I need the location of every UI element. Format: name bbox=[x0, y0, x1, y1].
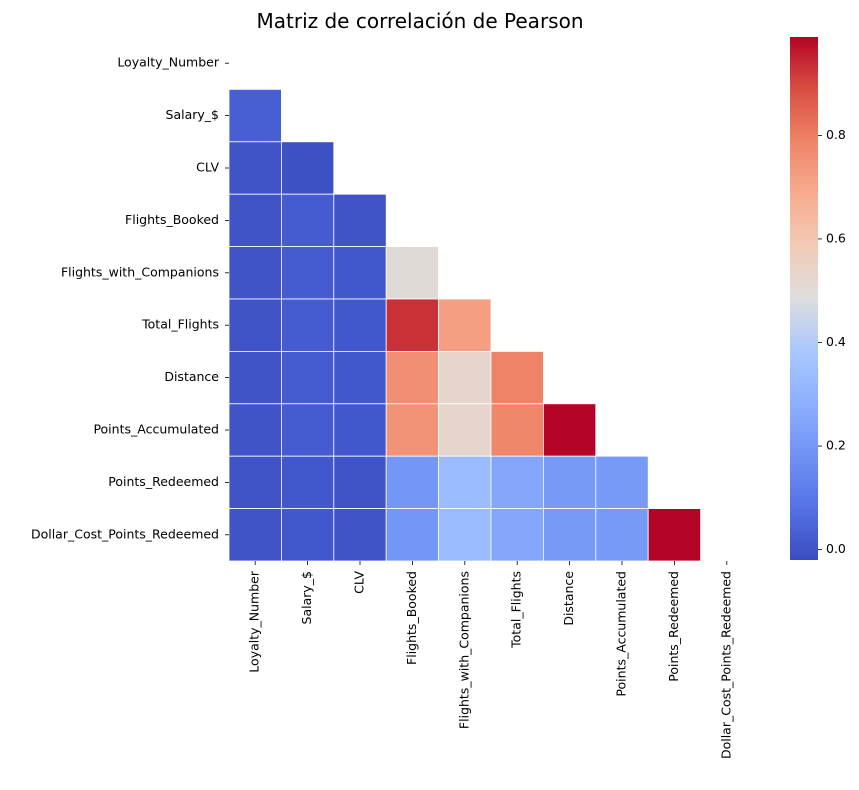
y-tick-label: CLV bbox=[196, 160, 219, 175]
y-tick-label: Flights_Booked bbox=[125, 212, 219, 227]
heatmap-cell-5-1 bbox=[280, 298, 335, 352]
heatmap-cell-9-6 bbox=[543, 508, 597, 562]
heatmap-cells bbox=[228, 89, 702, 562]
x-tick-label: Points_Accumulated bbox=[614, 571, 629, 697]
heatmap-cell-7-5 bbox=[490, 403, 544, 457]
colorbar-tick-label: 0.6 bbox=[826, 230, 846, 245]
x-tick-label: Distance bbox=[561, 571, 576, 626]
heatmap-cell-6-2 bbox=[333, 350, 387, 405]
y-tick-label: Salary_$ bbox=[166, 107, 219, 122]
y-tick-label: Points_Redeemed bbox=[108, 474, 219, 489]
heatmap-cell-8-4 bbox=[438, 455, 492, 510]
heatmap-cell-8-5 bbox=[490, 455, 544, 510]
y-tick-label: Total_Flights bbox=[141, 317, 219, 332]
heatmap-cell-7-1 bbox=[280, 403, 335, 457]
heatmap-cell-2-0 bbox=[228, 141, 282, 195]
y-tick-label: Distance bbox=[164, 369, 219, 384]
y-axis-ticks: Loyalty_Number Salary_$ CLV Flights_Booked F… bbox=[31, 55, 229, 541]
heatmap-cell-8-0 bbox=[228, 455, 282, 510]
heatmap-cell-9-1 bbox=[280, 508, 335, 562]
heatmap-cell-8-1 bbox=[280, 455, 335, 510]
heatmap-cell-1-0 bbox=[228, 89, 282, 143]
heatmap-cell-2-1 bbox=[280, 141, 335, 195]
heatmap-cell-7-6 bbox=[543, 403, 597, 457]
x-tick-label: Dollar_Cost_Points_Redeemed bbox=[718, 571, 733, 759]
heatmap-cell-6-1 bbox=[280, 350, 335, 405]
chart-title: Matriz de correlación de Pearson bbox=[257, 9, 584, 33]
y-tick-label: Dollar_Cost_Points_Redeemed bbox=[31, 526, 219, 541]
heatmap-cell-6-0 bbox=[228, 350, 282, 405]
heatmap-cell-9-7 bbox=[595, 508, 649, 562]
x-axis-ticks: Loyalty_Number Salary_$ CLV Flights_Booked F… bbox=[247, 561, 733, 759]
heatmap-cell-9-5 bbox=[490, 508, 544, 562]
heatmap-cell-6-5 bbox=[490, 350, 544, 405]
heatmap-cell-8-2 bbox=[333, 455, 387, 510]
heatmap-cell-6-3 bbox=[385, 350, 440, 405]
heatmap-cell-5-3 bbox=[385, 298, 440, 352]
heatmap-cell-3-2 bbox=[333, 193, 387, 247]
heatmap-cell-5-4 bbox=[438, 298, 492, 352]
heatmap-cell-9-3 bbox=[385, 508, 440, 562]
colorbar-tick-label: 0.0 bbox=[826, 541, 846, 556]
heatmap-cell-8-7 bbox=[595, 455, 649, 510]
heatmap-cell-3-1 bbox=[280, 193, 335, 247]
x-tick-label: Loyalty_Number bbox=[247, 570, 262, 673]
heatmap-cell-4-0 bbox=[228, 246, 282, 300]
heatmap-cell-7-4 bbox=[438, 403, 492, 457]
x-tick-label: Flights_with_Companions bbox=[456, 571, 471, 729]
colorbar-tick-label: 0.4 bbox=[826, 334, 846, 349]
colorbar-tick-label: 0.8 bbox=[826, 127, 846, 142]
y-tick-label: Loyalty_Number bbox=[117, 55, 220, 70]
heatmap-cell-7-3 bbox=[385, 403, 440, 457]
x-tick-label: Flights_Booked bbox=[404, 571, 419, 665]
colorbar-tick-label: 0.2 bbox=[826, 438, 846, 453]
heatmap-cell-8-3 bbox=[385, 455, 440, 510]
heatmap-cell-7-0 bbox=[228, 403, 282, 457]
heatmap-cell-4-1 bbox=[280, 246, 335, 300]
y-tick-label: Flights_with_Companions bbox=[61, 264, 219, 279]
colorbar: 0.0 0.2 0.4 0.6 0.8 bbox=[790, 37, 846, 560]
heatmap-cell-6-4 bbox=[438, 350, 492, 405]
heatmap-cell-9-2 bbox=[333, 508, 387, 562]
heatmap-cell-5-2 bbox=[333, 298, 387, 352]
x-tick-label: Total_Flights bbox=[509, 571, 524, 649]
x-tick-label: Salary_$ bbox=[299, 571, 314, 624]
heatmap-cell-9-8 bbox=[647, 508, 702, 562]
x-tick-label: CLV bbox=[352, 571, 367, 594]
x-tick-label: Points_Redeemed bbox=[666, 571, 681, 682]
heatmap-cell-4-2 bbox=[333, 246, 387, 300]
heatmap-cell-9-4 bbox=[438, 508, 492, 562]
heatmap-cell-7-2 bbox=[333, 403, 387, 457]
colorbar-gradient bbox=[790, 37, 818, 560]
y-tick-label: Points_Accumulated bbox=[93, 422, 219, 437]
heatmap-cell-5-0 bbox=[228, 298, 282, 352]
heatmap-cell-9-0 bbox=[228, 508, 282, 562]
heatmap-cell-8-6 bbox=[543, 455, 597, 510]
heatmap-cell-3-0 bbox=[228, 193, 282, 247]
heatmap-cell-4-3 bbox=[385, 246, 440, 300]
